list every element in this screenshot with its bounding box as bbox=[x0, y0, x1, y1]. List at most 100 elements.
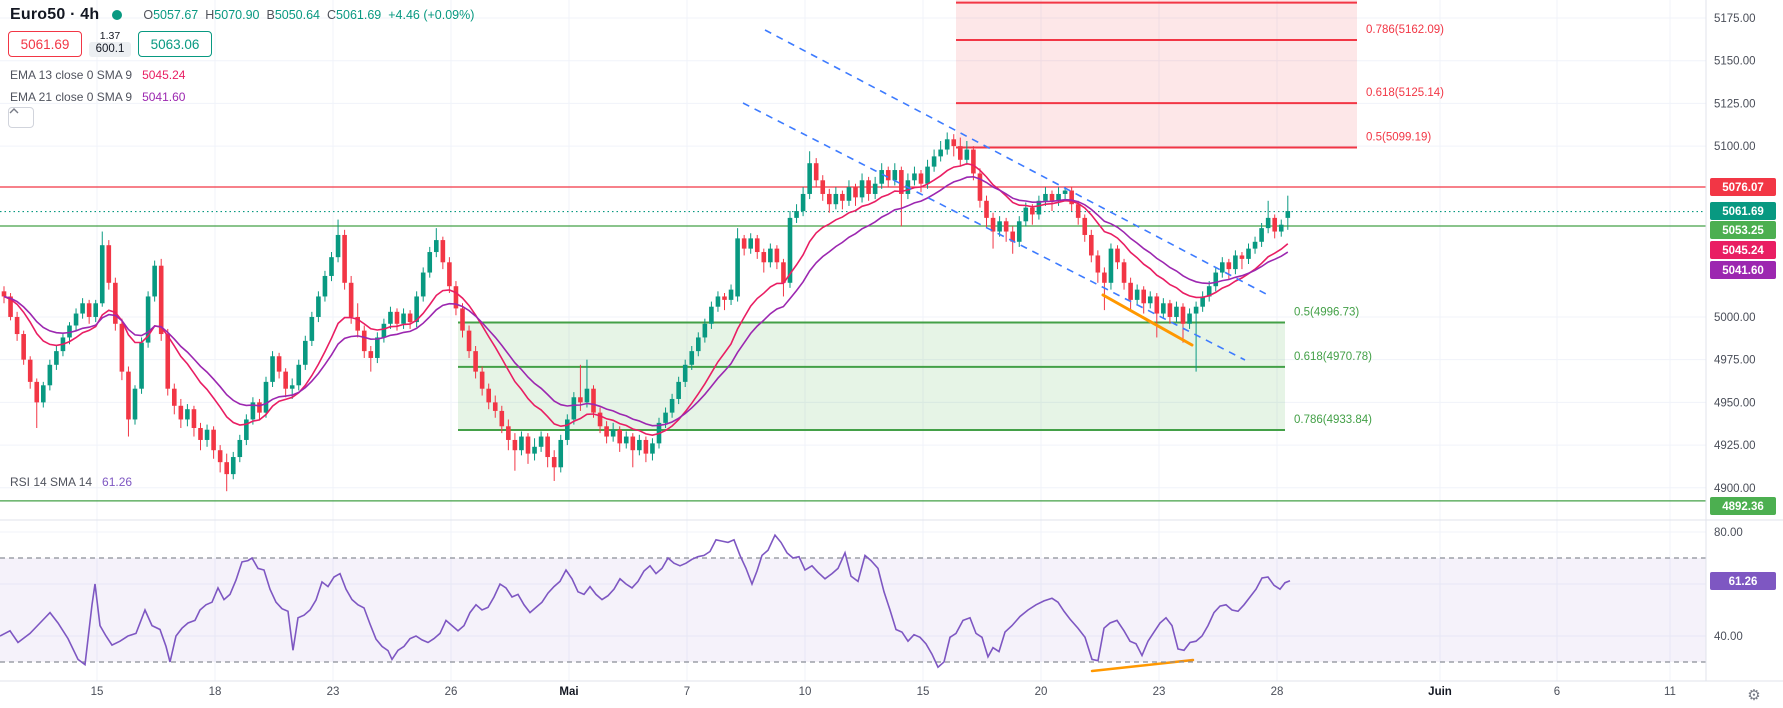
candle-body bbox=[964, 149, 970, 160]
candle-body bbox=[597, 412, 603, 427]
time-axis-label[interactable]: 23 bbox=[327, 686, 340, 698]
candle-body bbox=[368, 351, 374, 358]
rsi-line[interactable] bbox=[0, 533, 1291, 669]
candle-body bbox=[519, 436, 524, 451]
price-tag[interactable] bbox=[1710, 202, 1776, 220]
candle-body bbox=[1043, 193, 1048, 201]
collapse-indicators-button[interactable] bbox=[8, 107, 34, 128]
rsi-tick-label[interactable]: 40.00 bbox=[1714, 631, 1743, 643]
candle-body bbox=[545, 436, 550, 458]
price-tag-label: 4892.36 bbox=[1722, 501, 1764, 513]
candle-body bbox=[1278, 224, 1284, 232]
time-axis-label[interactable]: 26 bbox=[445, 686, 458, 698]
price-tag-label: 5053.25 bbox=[1722, 225, 1764, 237]
price-tag[interactable] bbox=[1710, 221, 1776, 239]
time-axis-label[interactable]: 23 bbox=[1153, 686, 1166, 698]
price-tick-label[interactable]: 5100.00 bbox=[1714, 141, 1756, 153]
price-tick-label[interactable]: 4925.00 bbox=[1714, 440, 1756, 452]
candle-body bbox=[1226, 262, 1232, 270]
time-axis-label[interactable]: Juin bbox=[1428, 686, 1452, 698]
candle-body bbox=[1265, 217, 1271, 229]
time-axis-label[interactable]: 7 bbox=[684, 686, 690, 698]
indicator-row-ema13[interactable]: EMA 13 close 0 SMA 9 5045.24 bbox=[10, 68, 185, 82]
time-axis-label[interactable]: 15 bbox=[91, 686, 104, 698]
price-tick-label[interactable]: 4900.00 bbox=[1714, 483, 1756, 495]
ema21-label: EMA 21 close 0 SMA 9 bbox=[10, 90, 133, 104]
price-tick-label[interactable]: 5125.00 bbox=[1714, 98, 1756, 110]
rsi-tick-label[interactable]: 80.00 bbox=[1714, 527, 1743, 539]
price-tick-label[interactable]: 5175.00 bbox=[1714, 13, 1756, 25]
time-axis-label[interactable]: 10 bbox=[799, 686, 812, 698]
candle-body bbox=[322, 275, 328, 297]
candle-body bbox=[584, 388, 590, 403]
time-axis-label[interactable]: 18 bbox=[209, 686, 222, 698]
candle-body bbox=[565, 419, 570, 440]
candle-body bbox=[1082, 217, 1088, 235]
candle-body bbox=[1128, 282, 1133, 300]
candle-body bbox=[525, 436, 531, 454]
candle-body bbox=[951, 139, 957, 147]
candle-body bbox=[230, 457, 236, 475]
candle-body bbox=[1285, 211, 1291, 218]
blue-dashed-trendline[interactable] bbox=[742, 102, 1246, 361]
candle-body bbox=[1252, 241, 1258, 249]
ema13-line[interactable] bbox=[3, 162, 1289, 437]
time-axis-label[interactable]: 28 bbox=[1271, 686, 1284, 698]
candle-body bbox=[984, 200, 989, 218]
ema21-line[interactable] bbox=[3, 175, 1289, 427]
candle-body bbox=[27, 359, 33, 382]
candle-body bbox=[833, 193, 839, 205]
orange-trendline[interactable] bbox=[1101, 293, 1194, 347]
candle-body bbox=[401, 313, 406, 324]
time-axis-label[interactable]: 15 bbox=[917, 686, 930, 698]
candle-body bbox=[486, 388, 491, 403]
candle-body bbox=[283, 371, 288, 389]
price-tag[interactable] bbox=[1710, 497, 1776, 515]
price-tick-label[interactable]: 4950.00 bbox=[1714, 397, 1756, 409]
candle-body bbox=[1161, 303, 1166, 314]
orange-rsi-trendline[interactable] bbox=[1090, 658, 1195, 673]
candle-body bbox=[21, 334, 26, 360]
candle-body bbox=[781, 262, 786, 283]
candle-body bbox=[499, 410, 505, 427]
candle-body bbox=[689, 351, 695, 365]
price-tag[interactable] bbox=[1710, 241, 1776, 259]
resistance-fib-zone[interactable] bbox=[956, 0, 1357, 148]
rsi-legend-row[interactable]: RSI 14 SMA 14 61.26 bbox=[10, 475, 132, 489]
candle-body bbox=[47, 364, 53, 386]
time-axis-label[interactable]: 11 bbox=[1664, 686, 1676, 698]
open-value: 5057.67 bbox=[153, 8, 199, 22]
support-fib-zone[interactable] bbox=[458, 322, 1285, 430]
candle-body bbox=[1030, 207, 1035, 215]
lot-size-field[interactable]: 600.1 bbox=[88, 42, 132, 57]
market-status-dot-icon bbox=[112, 10, 123, 20]
candle-body bbox=[1167, 303, 1173, 317]
candle-body bbox=[1220, 262, 1225, 273]
symbol-title[interactable]: Euro50 · 4h bbox=[10, 6, 100, 23]
price-tag[interactable] bbox=[1710, 261, 1776, 279]
price-tag[interactable] bbox=[1710, 572, 1776, 590]
candle-body bbox=[630, 436, 636, 451]
candle-body bbox=[912, 173, 917, 181]
candle-body bbox=[977, 173, 983, 201]
candle-body bbox=[1075, 204, 1081, 218]
gear-icon[interactable]: ⚙ bbox=[1747, 687, 1761, 704]
candle-body bbox=[787, 217, 793, 283]
sell-button[interactable]: 5061.69 bbox=[8, 31, 82, 57]
time-axis-label[interactable]: Mai bbox=[559, 686, 578, 698]
buy-button[interactable]: 5063.06 bbox=[138, 31, 212, 57]
candle-body bbox=[1141, 289, 1146, 304]
price-tick-label[interactable]: 5000.00 bbox=[1714, 312, 1756, 324]
high-label: H bbox=[205, 8, 215, 22]
time-axis-label[interactable]: 20 bbox=[1035, 686, 1048, 698]
candle-body bbox=[899, 170, 904, 194]
price-tag[interactable] bbox=[1710, 178, 1776, 196]
ohlc-values: O5057.67 H5070.90 B5050.64 C5061.69 +4.4… bbox=[143, 8, 474, 22]
price-tick-label[interactable]: 5150.00 bbox=[1714, 56, 1756, 68]
price-tick-label[interactable]: 4975.00 bbox=[1714, 355, 1756, 367]
candle-body bbox=[1016, 221, 1022, 242]
indicator-row-ema21[interactable]: EMA 21 close 0 SMA 9 5041.60 bbox=[10, 90, 185, 104]
time-axis-label[interactable]: 6 bbox=[1554, 686, 1560, 698]
blue-dashed-trendline[interactable] bbox=[764, 29, 1269, 296]
